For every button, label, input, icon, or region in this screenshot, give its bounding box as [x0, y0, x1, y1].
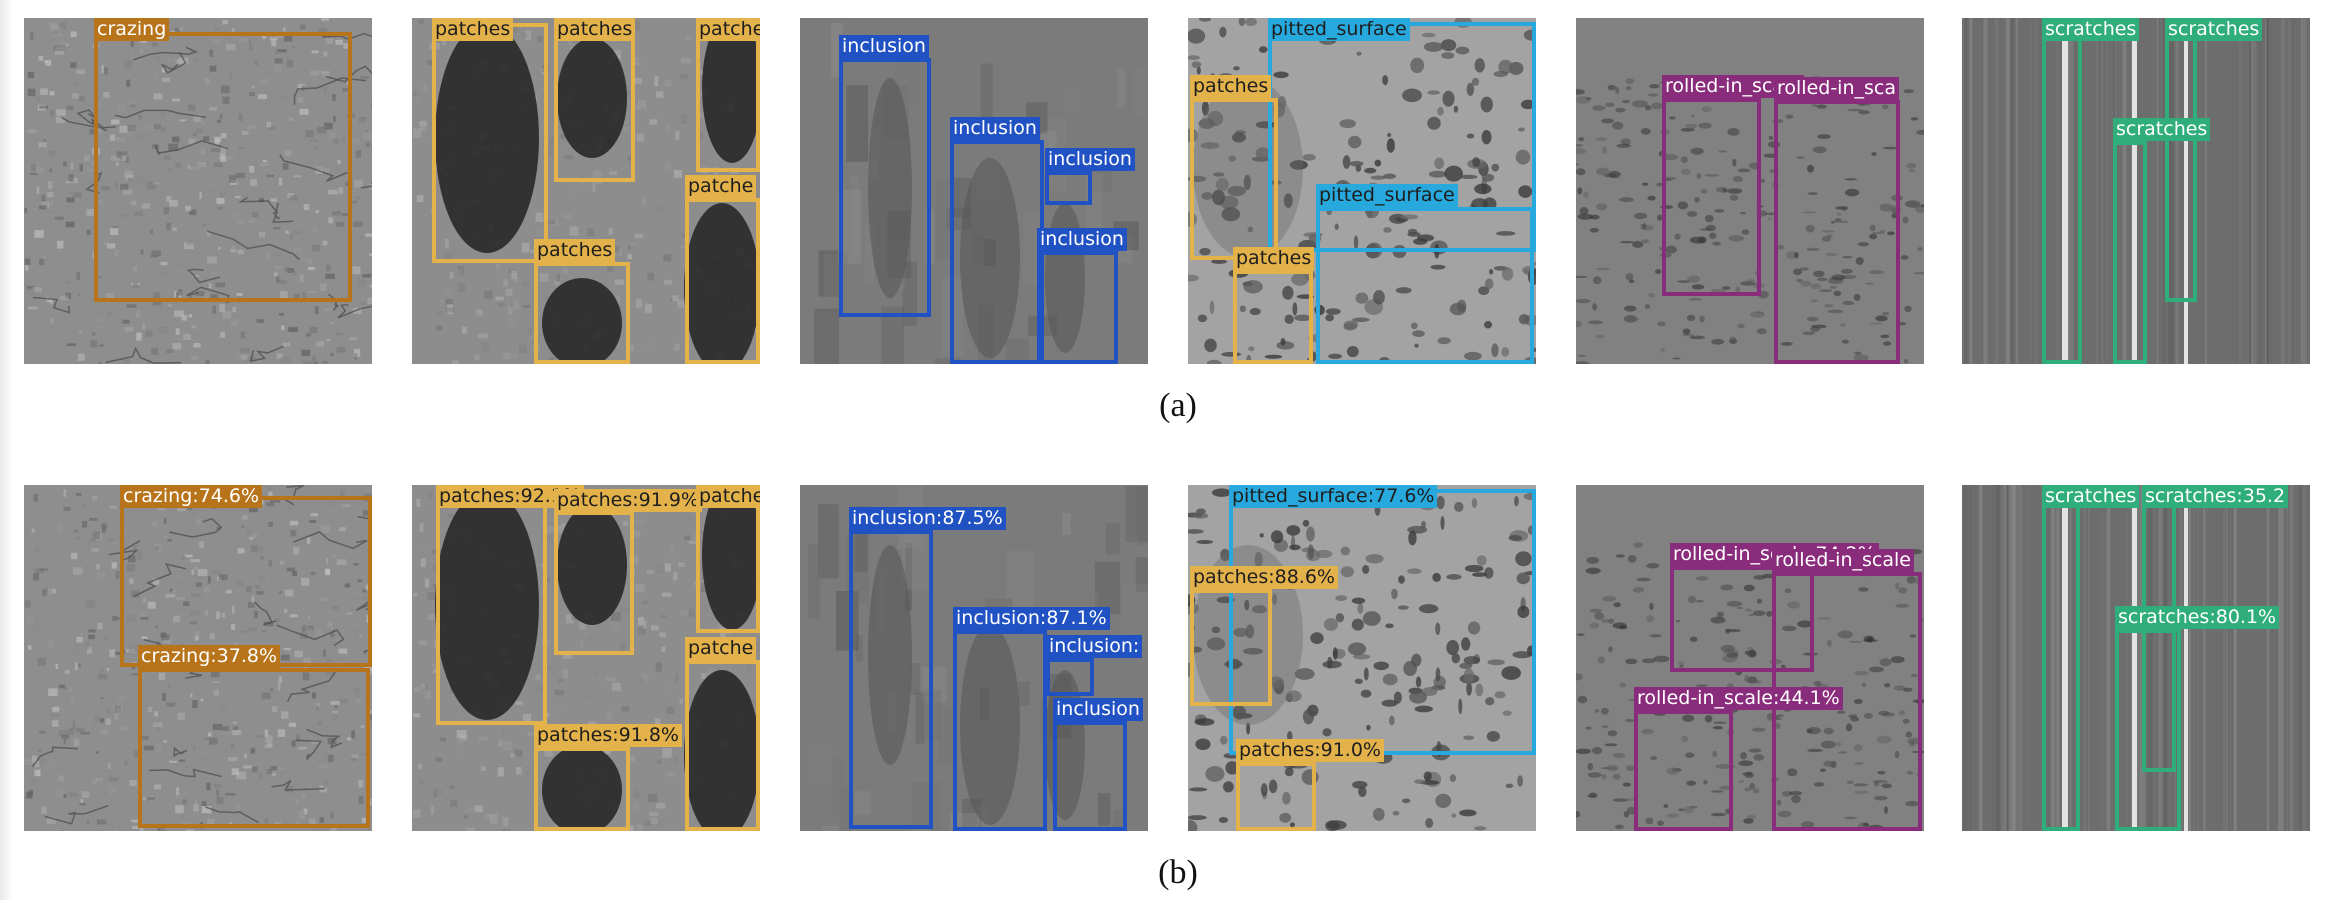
detection-box-pitted_surface	[1229, 489, 1536, 755]
detection-box-patches	[696, 489, 760, 633]
detection-label: patche	[696, 485, 760, 508]
detection-box-patches	[1190, 98, 1278, 260]
row-b-caption: (b)	[1158, 854, 1198, 891]
detection-label: crazing:37.8%	[138, 645, 281, 668]
detection-label: inclusion	[1037, 228, 1127, 251]
detection-label: pitted_surface:77.6%	[1229, 485, 1438, 508]
steel-surface-texture	[24, 18, 372, 364]
defect-image-pitted_surface: pitted_surface patches pitted_surface patch…	[1188, 18, 1536, 364]
detection-label: patches	[1233, 247, 1315, 270]
defect-image-scratches: scratches scratches:35.2 scratches:80.1%	[1962, 485, 2310, 831]
detection-box-scratches	[2165, 22, 2197, 302]
detection-box-patches	[696, 23, 760, 172]
detection-box-scratches	[2115, 629, 2181, 831]
detection-label: patche	[685, 637, 757, 660]
detection-label: scratches:35.2	[2142, 485, 2289, 508]
detection-label: scratches	[2165, 18, 2263, 41]
detection-box-inclusion	[1053, 721, 1127, 831]
defect-image-rolled-in_scale: rolled-in_scale rolled-in_sca	[1576, 18, 1924, 364]
detection-label: patches	[534, 239, 616, 262]
defect-image-scratches: scratches scratches scratches	[1962, 18, 2310, 364]
detection-box-scratches	[2042, 489, 2080, 831]
detection-label: scratches	[2042, 18, 2140, 41]
detection-box-patches	[685, 660, 760, 831]
defect-image-rolled-in_scale: rolled-in_scale:74.2%rolled-in_scaleroll…	[1576, 485, 1924, 831]
detection-label: crazing	[94, 18, 170, 41]
detection-box-inclusion	[950, 140, 1044, 364]
detection-label: patche	[685, 175, 757, 198]
detection-label: inclusion	[1053, 698, 1143, 721]
detection-label: inclusion:87.1%	[953, 607, 1110, 630]
detection-box-rolled-in_scale	[1774, 100, 1900, 364]
detection-label: scratches	[2042, 485, 2140, 508]
detection-label: pitted_surface	[1316, 184, 1458, 207]
detection-box-inclusion	[1037, 251, 1118, 364]
defect-image-patches: patches:92.1% patches:91.9% patche patche pa…	[412, 485, 760, 831]
detection-box-inclusion	[1046, 658, 1094, 696]
detection-label: rolled-in_scale:44.1%	[1634, 687, 1843, 710]
detection-box-patches	[554, 35, 635, 182]
detection-box-inclusion	[1045, 171, 1092, 205]
detection-label: inclusion	[1045, 148, 1135, 171]
detection-label: patches	[1190, 75, 1272, 98]
defect-image-crazing: crazing	[24, 18, 372, 364]
detection-label: inclusion	[950, 117, 1040, 140]
detection-box-crazing	[120, 496, 372, 667]
detection-label: patches:88.6%	[1190, 566, 1338, 589]
detection-label: inclusion:	[1046, 635, 1143, 658]
detection-box-patches	[554, 511, 634, 655]
detection-box-scratches	[2042, 22, 2082, 364]
detection-box-scratches	[2113, 141, 2147, 364]
detection-label: crazing:74.6%	[120, 485, 263, 508]
detection-label: patches:91.9%	[554, 489, 702, 512]
defect-image-pitted_surface: pitted_surface:77.6% patches:88.6% patches…	[1188, 485, 1536, 831]
detection-box-patches	[432, 23, 548, 263]
detection-box-pitted_surface	[1316, 207, 1534, 364]
detection-box-crazing	[138, 668, 370, 828]
detection-box-inclusion	[953, 630, 1047, 831]
detection-box-patches	[1236, 762, 1316, 831]
detection-box-patches	[436, 497, 547, 725]
detection-box-patches	[685, 198, 760, 364]
detection-label: patches	[554, 18, 636, 41]
detection-box-patches	[534, 262, 630, 364]
detection-label: rolled-in_scale	[1772, 549, 1914, 572]
defect-image-inclusion: inclusion inclusion inclusion inclusion	[800, 18, 1148, 364]
steel-surface-texture	[1962, 18, 2310, 364]
detection-box-inclusion	[839, 58, 931, 317]
detection-box-inclusion	[849, 530, 933, 829]
detection-label: scratches:80.1%	[2115, 606, 2280, 629]
detection-label: patches:92.1%	[436, 485, 584, 508]
detection-label: pitted_surface	[1268, 18, 1410, 41]
detection-box-crazing	[94, 32, 352, 302]
steel-surface-texture	[1962, 485, 2310, 831]
detection-label: patche	[696, 18, 760, 41]
steel-surface-texture	[412, 485, 760, 831]
detection-box-patches	[1233, 270, 1313, 364]
detection-label: patches:91.0%	[1236, 739, 1384, 762]
detection-box-patches	[534, 747, 630, 831]
detection-box-rolled-in_scale	[1634, 710, 1733, 831]
detection-box-patches	[1190, 589, 1272, 706]
detection-box-rolled-in_scale	[1670, 566, 1814, 672]
detection-label: rolled-in_scale	[1662, 75, 1804, 98]
detection-label: patches:91.8%	[534, 724, 682, 747]
detection-label: rolled-in_sca	[1774, 77, 1899, 100]
detection-label: inclusion:87.5%	[849, 507, 1006, 530]
defect-image-inclusion: inclusion:87.5% inclusion:87.1% inclusion:…	[800, 485, 1148, 831]
steel-surface-texture	[412, 18, 760, 364]
detection-label: scratches	[2113, 118, 2211, 141]
steel-surface-texture	[800, 485, 1148, 831]
detection-label: patches	[432, 18, 514, 41]
defect-image-patches: patches patches patche patche patches	[412, 18, 760, 364]
defect-image-crazing: crazing:74.6% crazing:37.8%	[24, 485, 372, 831]
page-edge-shadow	[0, 0, 14, 900]
row-a-caption: (a)	[1159, 387, 1197, 424]
detection-box-rolled-in_scale	[1662, 98, 1761, 296]
detection-label: inclusion	[839, 35, 929, 58]
